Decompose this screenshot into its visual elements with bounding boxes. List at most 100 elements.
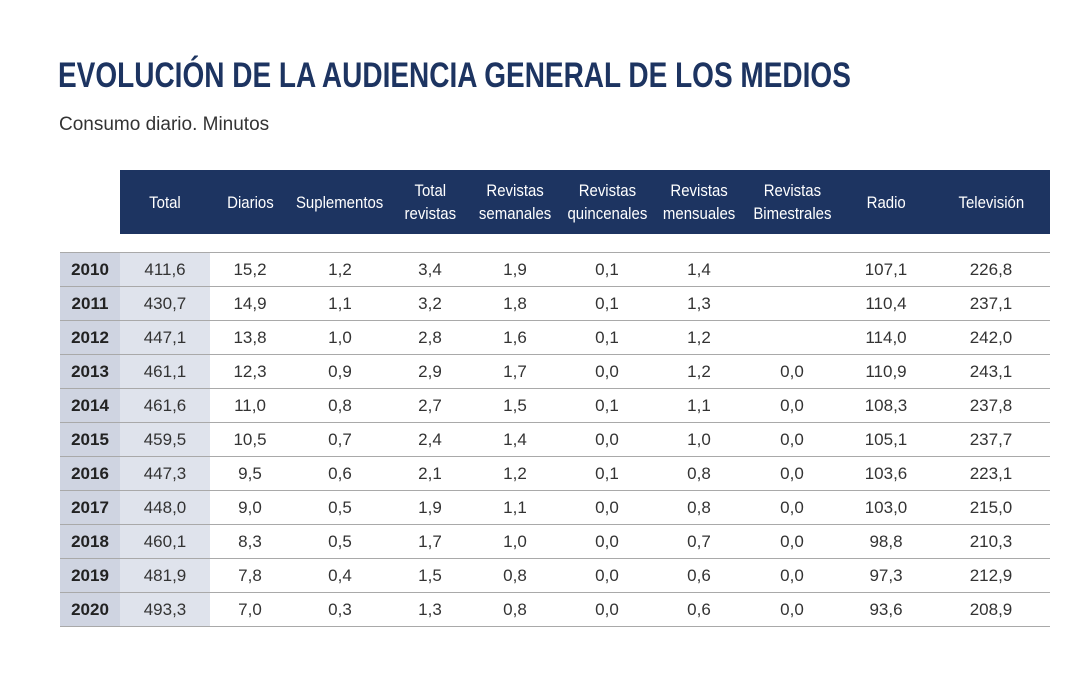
cell-revistas-semanales: 1,9 — [470, 252, 560, 287]
row-year-cell: 2016 — [60, 456, 120, 491]
column-header-line1: Revistas — [486, 181, 544, 200]
cell-radio: 114,0 — [840, 320, 932, 355]
table-row: 2013 461,1 12,3 0,9 2,9 1,7 0,0 1,2 0,0 110,9 243,… — [60, 354, 1050, 389]
cell-revistas-semanales: 1,8 — [470, 286, 560, 321]
column-header-line1: Revistas — [578, 181, 636, 200]
cell-revistas-semanales: 0,8 — [470, 592, 560, 627]
cell-total-revistas: 3,4 — [390, 252, 470, 287]
column-header-line2: mensuales — [662, 204, 736, 223]
cell-total: 448,0 — [120, 490, 210, 525]
cell-diarios: 13,8 — [210, 320, 290, 355]
cell-radio: 110,9 — [840, 354, 932, 389]
cell-total-revistas: 1,7 — [390, 524, 470, 559]
column-header-total-revistas: Total revistas — [390, 170, 470, 234]
cell-diarios: 9,0 — [210, 490, 290, 525]
cell-diarios: 8,3 — [210, 524, 290, 559]
table-header: Total Diarios Suplementos Total revistas Revi… — [60, 170, 1050, 234]
column-header-television: Televisión — [932, 170, 1050, 234]
column-header-line1: Radio — [866, 192, 906, 212]
cell-revistas-semanales: 1,1 — [470, 490, 560, 525]
cell-revistas-bimestrales — [744, 252, 840, 287]
cell-total: 461,6 — [120, 388, 210, 423]
cell-revistas-semanales: 0,8 — [470, 558, 560, 593]
cell-revistas-mensuales: 0,6 — [654, 592, 744, 627]
header-spacer — [60, 234, 1050, 253]
column-header-line2: semanales — [478, 204, 552, 223]
cell-radio: 98,8 — [840, 524, 932, 559]
column-header-line1: Revistas — [670, 181, 728, 200]
cell-suplementos: 0,9 — [290, 354, 390, 389]
row-year-cell: 2014 — [60, 388, 120, 423]
cell-radio: 105,1 — [840, 422, 932, 457]
table-row: 2010 411,6 15,2 1,2 3,4 1,9 0,1 1,4 107,1 226,8 — [60, 252, 1050, 287]
cell-revistas-mensuales: 1,1 — [654, 388, 744, 423]
table-row: 2019 481,9 7,8 0,4 1,5 0,8 0,0 0,6 0,0 97,3 212,9 — [60, 558, 1050, 593]
cell-suplementos: 0,3 — [290, 592, 390, 627]
cell-total: 411,6 — [120, 252, 210, 287]
table-row: 2015 459,5 10,5 0,7 2,4 1,4 0,0 1,0 0,0 105,1 237,… — [60, 422, 1050, 457]
cell-revistas-semanales: 1,7 — [470, 354, 560, 389]
column-header-revistas-bimestrales: Revistas Bimestrales — [744, 170, 840, 234]
column-header-label: Revistas semanales — [479, 179, 551, 225]
column-header-revistas-mensuales: Revistas mensuales — [654, 170, 744, 234]
cell-revistas-quincenales: 0,1 — [560, 320, 654, 355]
column-header-line2: revistas — [404, 204, 456, 223]
cell-diarios: 14,9 — [210, 286, 290, 321]
cell-total-revistas: 2,4 — [390, 422, 470, 457]
cell-diarios: 7,0 — [210, 592, 290, 627]
cell-revistas-quincenales: 0,1 — [560, 286, 654, 321]
cell-revistas-quincenales: 0,1 — [560, 252, 654, 287]
column-header-label: Revistas Bimestrales — [753, 179, 831, 225]
cell-total-revistas: 3,2 — [390, 286, 470, 321]
page-subtitle: Consumo diario. Minutos — [59, 114, 270, 135]
cell-total: 459,5 — [120, 422, 210, 457]
cell-television: 212,9 — [932, 558, 1050, 593]
column-header-line1: Total — [149, 192, 181, 212]
cell-diarios: 10,5 — [210, 422, 290, 457]
cell-revistas-bimestrales — [744, 320, 840, 355]
cell-diarios: 9,5 — [210, 456, 290, 491]
table-row: 2018 460,1 8,3 0,5 1,7 1,0 0,0 0,7 0,0 98,8 210,3 — [60, 524, 1050, 559]
column-header-label: Revistas quincenales — [567, 179, 647, 225]
cell-revistas-bimestrales: 0,0 — [744, 354, 840, 389]
column-header-line1: Suplementos — [296, 192, 384, 212]
audience-table: Total Diarios Suplementos Total revistas Revi… — [60, 170, 1050, 627]
cell-revistas-quincenales: 0,0 — [560, 592, 654, 627]
cell-total: 461,1 — [120, 354, 210, 389]
cell-revistas-mensuales: 1,0 — [654, 422, 744, 457]
cell-revistas-quincenales: 0,0 — [560, 490, 654, 525]
cell-revistas-bimestrales: 0,0 — [744, 490, 840, 525]
cell-total: 460,1 — [120, 524, 210, 559]
table-row: 2016 447,3 9,5 0,6 2,1 1,2 0,1 0,8 0,0 103,6 223,1 — [60, 456, 1050, 491]
cell-suplementos: 0,5 — [290, 524, 390, 559]
cell-television: 223,1 — [932, 456, 1050, 491]
row-year-cell: 2017 — [60, 490, 120, 525]
cell-total-revistas: 1,3 — [390, 592, 470, 627]
cell-television: 237,1 — [932, 286, 1050, 321]
cell-radio: 93,6 — [840, 592, 932, 627]
cell-revistas-mensuales: 1,2 — [654, 320, 744, 355]
column-header-line2: Bimestrales — [752, 204, 832, 223]
cell-revistas-bimestrales: 0,0 — [744, 592, 840, 627]
cell-revistas-bimestrales: 0,0 — [744, 524, 840, 559]
cell-television: 237,7 — [932, 422, 1050, 457]
column-header-line1: Diarios — [226, 192, 274, 212]
cell-suplementos: 0,4 — [290, 558, 390, 593]
cell-revistas-mensuales: 1,4 — [654, 252, 744, 287]
cell-revistas-mensuales: 1,2 — [654, 354, 744, 389]
cell-television: 237,8 — [932, 388, 1050, 423]
table-row: 2011 430,7 14,9 1,1 3,2 1,8 0,1 1,3 110,4 237,1 — [60, 286, 1050, 321]
cell-radio: 103,0 — [840, 490, 932, 525]
cell-revistas-mensuales: 1,3 — [654, 286, 744, 321]
cell-television: 243,1 — [932, 354, 1050, 389]
header-corner — [60, 170, 120, 234]
cell-revistas-bimestrales: 0,0 — [744, 456, 840, 491]
row-year-cell: 2019 — [60, 558, 120, 593]
cell-diarios: 15,2 — [210, 252, 290, 287]
column-header-label: Radio — [866, 191, 905, 214]
column-header-label: Revistas mensuales — [663, 179, 735, 225]
cell-revistas-mensuales: 0,8 — [654, 456, 744, 491]
row-year-cell: 2012 — [60, 320, 120, 355]
column-header-total: Total — [120, 170, 210, 234]
cell-suplementos: 0,8 — [290, 388, 390, 423]
